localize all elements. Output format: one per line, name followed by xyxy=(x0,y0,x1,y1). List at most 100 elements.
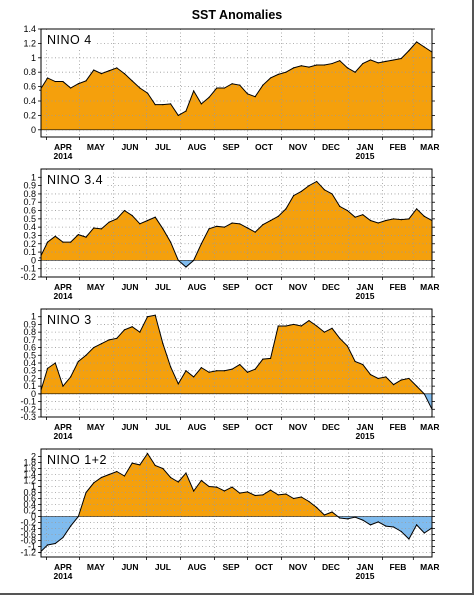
data-point xyxy=(262,84,264,86)
data-point xyxy=(216,87,218,89)
x-tick-label: DEC xyxy=(322,422,340,432)
data-point xyxy=(46,544,49,546)
data-point xyxy=(277,325,279,327)
anomaly-line xyxy=(41,180,432,268)
data-point xyxy=(239,223,241,225)
data-point xyxy=(108,339,110,341)
data-point xyxy=(246,371,249,373)
y-tick-label: 0.8 xyxy=(23,327,36,337)
data-point xyxy=(323,64,325,66)
y-tick-label: 0.2 xyxy=(23,506,36,516)
data-point xyxy=(54,362,56,364)
data-point xyxy=(62,80,64,83)
data-point xyxy=(300,325,302,327)
y-tick-label: -0.4 xyxy=(20,524,36,534)
data-point xyxy=(377,62,379,64)
data-point xyxy=(216,370,218,372)
y-tick-label: -0.2 xyxy=(20,518,36,528)
data-point xyxy=(269,219,272,222)
data-point xyxy=(316,325,318,327)
data-point xyxy=(139,87,141,89)
y-tick-label: 1.8 xyxy=(23,458,36,468)
data-point xyxy=(139,223,141,225)
data-point xyxy=(123,329,126,331)
positive-anomaly-area xyxy=(41,315,432,394)
data-point xyxy=(146,316,149,318)
data-point xyxy=(369,219,372,222)
data-points xyxy=(39,314,433,410)
plot-frame xyxy=(40,448,433,558)
data-point xyxy=(162,104,164,106)
y-tick-label: 1.4 xyxy=(23,24,36,34)
data-point xyxy=(85,236,87,238)
data-point xyxy=(200,103,202,105)
x-tick-label: SEP xyxy=(223,142,240,152)
data-point xyxy=(62,536,64,539)
data-point xyxy=(93,482,95,484)
data-point xyxy=(300,496,302,498)
x-tick-label: APR xyxy=(54,562,72,572)
data-point xyxy=(146,92,149,94)
data-point xyxy=(293,497,295,500)
data-point xyxy=(400,530,402,533)
data-point xyxy=(108,221,110,223)
nino-3-4-panel: -0.2-0.100.10.20.30.40.50.60.70.80.91 APR… xyxy=(20,168,439,301)
x-tick-label: MAY xyxy=(87,282,105,292)
data-point xyxy=(170,366,172,368)
x-year-label: 2015 xyxy=(356,571,375,581)
data-point xyxy=(339,60,341,62)
data-point xyxy=(354,71,356,73)
x-tick-label: OCT xyxy=(255,142,274,152)
data-point xyxy=(208,485,210,488)
y-tick-label: 1.2 xyxy=(23,476,36,486)
data-point xyxy=(77,234,79,236)
panel-title-background xyxy=(44,172,107,188)
data-point xyxy=(346,67,349,69)
data-point xyxy=(208,96,210,98)
data-point xyxy=(392,526,395,528)
data-point xyxy=(331,62,333,65)
y-tick-label: -0.2 xyxy=(20,404,36,414)
data-point xyxy=(139,331,141,333)
data-point xyxy=(193,90,195,92)
x-year-label: 2015 xyxy=(356,151,375,161)
data-point xyxy=(200,479,202,482)
data-point xyxy=(416,524,418,526)
y-tick-label: 0.9 xyxy=(23,319,36,329)
x-tick-label: OCT xyxy=(255,422,274,432)
data-point xyxy=(200,243,202,245)
data-point xyxy=(93,227,95,229)
data-point xyxy=(408,50,410,52)
x-tick-label: NOV xyxy=(289,422,308,432)
data-point xyxy=(246,491,249,493)
data-point xyxy=(93,346,95,349)
negative-anomaly-area xyxy=(41,516,432,552)
y-tick-label: 0.5 xyxy=(23,214,36,224)
x-tick-label: JUN xyxy=(121,142,138,152)
data-point xyxy=(100,228,103,230)
x-tick-label: JAN xyxy=(356,282,373,292)
data-point xyxy=(331,511,333,513)
data-point xyxy=(377,377,379,380)
data-point xyxy=(185,370,187,372)
data-point xyxy=(62,385,64,387)
data-point xyxy=(154,104,156,106)
y-tick-label: 0.7 xyxy=(23,335,36,345)
series-area-group xyxy=(41,453,432,552)
data-point xyxy=(423,46,425,48)
y-tick-label: 0.4 xyxy=(23,500,36,510)
data-point xyxy=(185,110,187,112)
data-point xyxy=(208,371,210,373)
data-point xyxy=(308,319,310,322)
y-tick-label: 1 xyxy=(31,482,36,492)
data-point xyxy=(85,354,87,356)
data-point xyxy=(346,345,349,347)
anomaly-line xyxy=(41,41,432,117)
data-point xyxy=(285,71,287,73)
x-year-label: 2015 xyxy=(356,291,375,301)
panel-title: NINO 1+2 xyxy=(47,453,107,467)
panel-title-background xyxy=(44,312,95,328)
y-tick-label: 0.5 xyxy=(23,350,36,360)
data-point xyxy=(269,489,272,491)
data-point xyxy=(54,235,56,237)
